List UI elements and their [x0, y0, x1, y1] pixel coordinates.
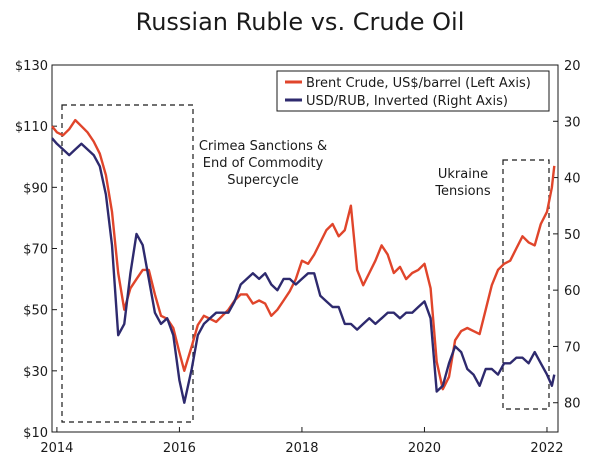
x-axis: 2014 2016 2018 2020 2022 — [40, 427, 564, 456]
left-tick-label: $110 — [15, 120, 48, 135]
left-tick-label: $90 — [23, 181, 48, 196]
left-axis: $10 $30 $50 $70 $90 $110 $130 — [15, 59, 57, 441]
chart-title: Russian Ruble vs. Crude Oil — [135, 8, 465, 36]
x-tick-label: 2020 — [408, 441, 441, 456]
right-tick-label: 80 — [564, 397, 581, 412]
right-tick-label: 70 — [564, 340, 581, 355]
brent-series-line — [51, 118, 556, 391]
x-tick-label: 2022 — [530, 441, 563, 456]
right-tick-label: 50 — [564, 228, 581, 243]
left-tick-label: $10 — [23, 426, 48, 441]
legend: Brent Crude, US$/barrel (Left Axis) USD/… — [276, 70, 550, 112]
legend-label-brent: Brent Crude, US$/barrel (Left Axis) — [306, 76, 531, 91]
crimea-annotation-line-1: Crimea Sanctions & — [199, 139, 327, 154]
crimea-annotation-line-3: Supercycle — [227, 173, 298, 188]
left-tick-label: $70 — [23, 243, 48, 258]
right-tick-label: 60 — [564, 284, 581, 299]
x-tick-label: 2016 — [163, 441, 196, 456]
right-tick-label: 20 — [564, 59, 581, 74]
left-tick-label: $30 — [23, 365, 48, 380]
crimea-highlight-box — [61, 104, 194, 423]
ukraine-annotation-line-1: Ukraine — [438, 167, 488, 182]
ukraine-highlight-box — [502, 159, 550, 410]
ukraine-annotation-line-2: Tensions — [434, 184, 491, 199]
usdrub-series-line — [51, 137, 556, 404]
x-tick-label: 2014 — [40, 441, 73, 456]
left-tick-label: $50 — [23, 304, 48, 319]
x-tick-label: 2018 — [285, 441, 318, 456]
legend-label-rub: USD/RUB, Inverted (Right Axis) — [306, 94, 508, 109]
series-layer — [51, 118, 556, 404]
right-axis: 20 30 40 50 60 70 80 — [553, 59, 581, 412]
left-tick-label: $130 — [15, 59, 48, 74]
right-tick-label: 30 — [564, 115, 581, 130]
legend-box — [276, 70, 550, 112]
right-tick-label: 40 — [564, 172, 581, 187]
crimea-annotation-line-2: End of Commodity — [203, 156, 324, 171]
